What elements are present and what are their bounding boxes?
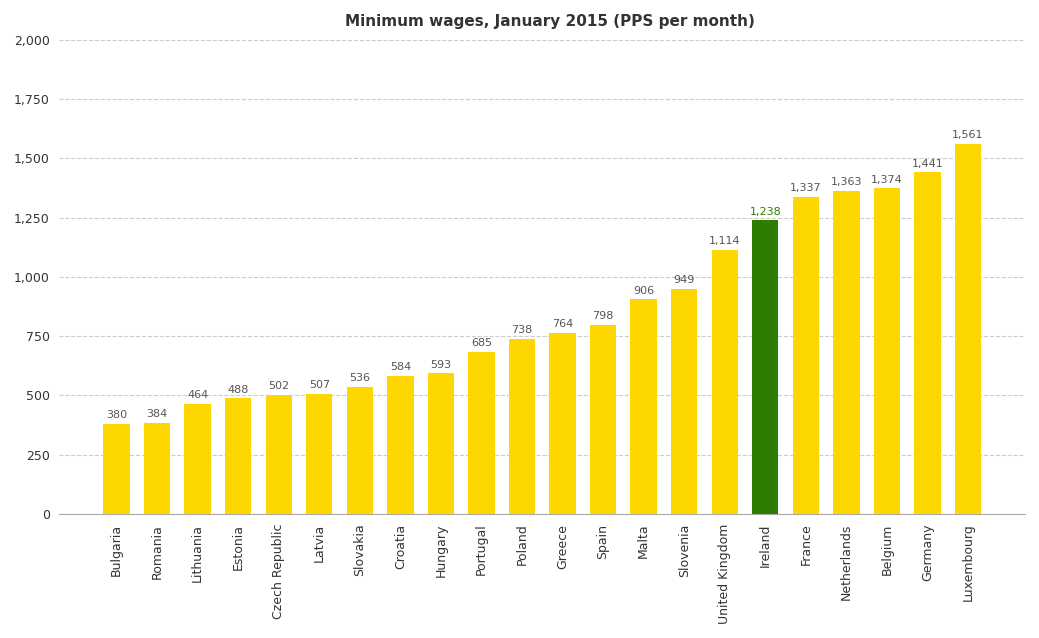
Text: 685: 685 (471, 338, 492, 348)
Text: 384: 384 (146, 410, 167, 419)
Bar (388, 376, 414, 514)
Bar (307, 394, 332, 514)
Text: 1,238: 1,238 (749, 207, 781, 217)
Bar (469, 352, 495, 514)
Bar (631, 299, 657, 514)
Bar (266, 395, 292, 514)
Text: 1,561: 1,561 (953, 130, 984, 140)
Text: 798: 798 (592, 311, 614, 322)
Text: 949: 949 (673, 276, 695, 285)
Text: 507: 507 (309, 380, 329, 390)
Text: 593: 593 (430, 360, 452, 370)
Bar (955, 144, 981, 514)
Text: 536: 536 (349, 373, 370, 383)
Text: 464: 464 (187, 390, 208, 401)
Text: 1,374: 1,374 (871, 175, 903, 184)
Bar (671, 289, 697, 514)
Text: 764: 764 (552, 319, 574, 329)
Text: 738: 738 (511, 325, 533, 336)
Bar (590, 325, 616, 514)
Bar (833, 191, 859, 514)
Text: 1,114: 1,114 (709, 236, 741, 246)
Bar (428, 373, 454, 514)
Bar (103, 424, 130, 514)
Bar (793, 197, 819, 514)
Bar (874, 188, 900, 514)
Text: 502: 502 (268, 382, 289, 392)
Bar (752, 221, 778, 514)
Text: 488: 488 (228, 385, 249, 395)
Bar (225, 398, 251, 514)
Bar (550, 333, 576, 514)
Text: 1,337: 1,337 (790, 184, 822, 193)
Bar (185, 404, 211, 514)
Text: 584: 584 (390, 362, 411, 372)
Bar (914, 172, 940, 514)
Text: 1,441: 1,441 (911, 159, 943, 169)
Bar (712, 250, 738, 514)
Bar (347, 387, 373, 514)
Bar (509, 339, 535, 514)
Text: 380: 380 (106, 410, 127, 420)
Text: 1,363: 1,363 (830, 177, 862, 188)
Text: Minimum wages, January 2015 (PPS per month): Minimum wages, January 2015 (PPS per mon… (345, 14, 754, 29)
Text: 906: 906 (633, 286, 655, 295)
Bar (144, 423, 170, 514)
